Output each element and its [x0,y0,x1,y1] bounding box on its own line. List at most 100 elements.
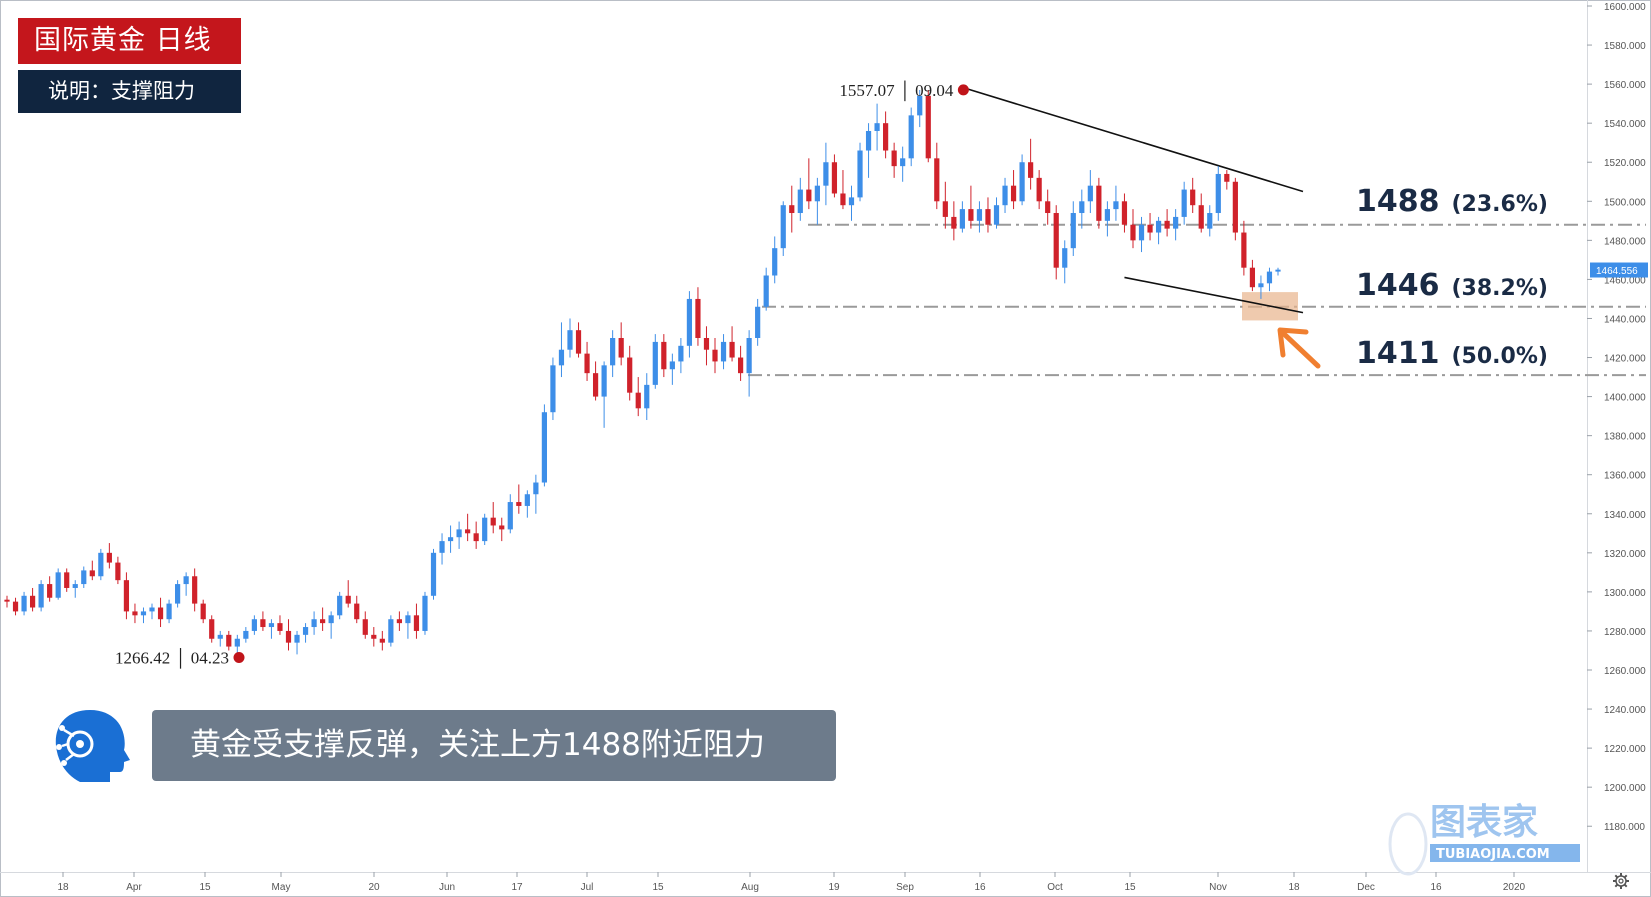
candle-body [1249,267,1256,288]
candle-body [1155,220,1162,233]
candle-body [465,529,471,534]
candle-body [772,248,778,276]
candle-body [763,275,769,307]
candle-body [934,158,940,202]
candle-body [507,502,513,530]
candle-body [29,595,36,608]
candle-body [993,205,1000,225]
candle-body [1053,213,1059,268]
level-label-1446: 1446 (38.2%) [1356,268,1548,303]
candle-body [823,162,829,186]
candle-body [618,338,624,358]
x-tick-label: Oct [1047,882,1063,893]
watermark-sub: TUBIAOJIA.COM [1436,847,1550,862]
candle-body [1045,201,1051,214]
candle-body [251,619,257,631]
candle-body [1207,213,1213,229]
candle-body [115,562,121,581]
level-percent: (50.0%) [1451,344,1548,369]
candle-body [703,338,710,350]
level-label-1411: 1411 (50.0%) [1356,336,1548,371]
candle-body [840,193,846,206]
candle-body [1215,173,1221,214]
candle-body [695,298,701,338]
candle-body [968,209,974,221]
candle-body [157,607,164,620]
x-tick-label: 2020 [1503,882,1526,893]
candle-body [1019,162,1025,202]
candle-body [661,341,667,370]
candle-body [1198,205,1204,229]
y-tick-label: 1240.000 [1604,705,1646,716]
candle-body [789,205,795,214]
candle-body [183,576,189,585]
candle-body [985,209,991,225]
y-tick-label: 1220.000 [1604,744,1646,755]
candle-body [1266,271,1273,284]
level-label-1488: 1488 (23.6%) [1356,184,1548,219]
x-tick-label: 18 [1288,882,1300,893]
level-price: 1411 [1356,336,1440,371]
x-tick-label: 15 [1124,882,1136,893]
candle-body [951,216,957,229]
level-percent: (38.2%) [1451,276,1548,301]
current-price-tag [1590,262,1648,278]
candle-body [900,158,906,167]
candle-body [140,611,147,616]
candle-body [396,619,402,624]
candle-body [1232,181,1238,233]
candle-body [959,209,965,229]
candle-body [669,361,675,370]
x-tick-label: 19 [828,882,840,893]
candle-body [516,502,522,506]
analysis-note: 黄金受支撑反弹，关注上方1488附近阻力 [152,710,836,781]
watermark-main: 图表家 [1430,802,1538,843]
candle-body [575,330,582,354]
candle-body [72,584,78,588]
x-tick-label: 20 [368,882,380,893]
y-tick-label: 1500.000 [1604,197,1646,208]
candle-body [294,634,300,643]
candle-body [601,365,607,397]
gear-icon[interactable] [1612,872,1630,890]
candle-body [780,205,786,249]
candle-body [345,595,351,604]
candle-body [371,634,377,639]
candle-body [635,392,641,409]
candle-body [1241,232,1247,268]
candle-body [243,630,249,639]
current-price-label: 1464.556 [1596,266,1638,277]
x-tick-label: 15 [652,882,664,893]
candle-body [89,570,95,577]
y-tick-label: 1360.000 [1604,471,1646,482]
y-tick-label: 1180.000 [1604,822,1645,833]
y-tick-label: 1380.000 [1604,432,1646,443]
candle-body [106,552,112,563]
candle-body [405,615,411,624]
candle-body [1087,185,1093,202]
x-tick-label: Aug [741,882,759,893]
candle-body [490,517,496,526]
candle-body [925,95,931,159]
candle-body [746,338,752,374]
candle-body [328,615,334,624]
candle-body [755,306,761,338]
candle-body [388,619,394,643]
candle-body [311,619,317,628]
candle-body [1028,162,1034,178]
candle-body [123,580,130,612]
x-tick-label: Apr [126,882,142,893]
assistant-head-icon [55,710,130,782]
x-tick-label: 16 [974,882,986,893]
candle-body [175,584,181,604]
candle-body [1224,173,1230,182]
candle-body [831,162,838,194]
candle-body [260,619,266,628]
candle-body [64,572,70,588]
chart-subtitle-badge: 说明：支撑阻力 [18,70,241,113]
candle-body [1096,185,1102,221]
candle-body [1138,224,1145,241]
candle-body [592,373,599,397]
candle-body [320,619,326,624]
candle-body [627,357,633,393]
